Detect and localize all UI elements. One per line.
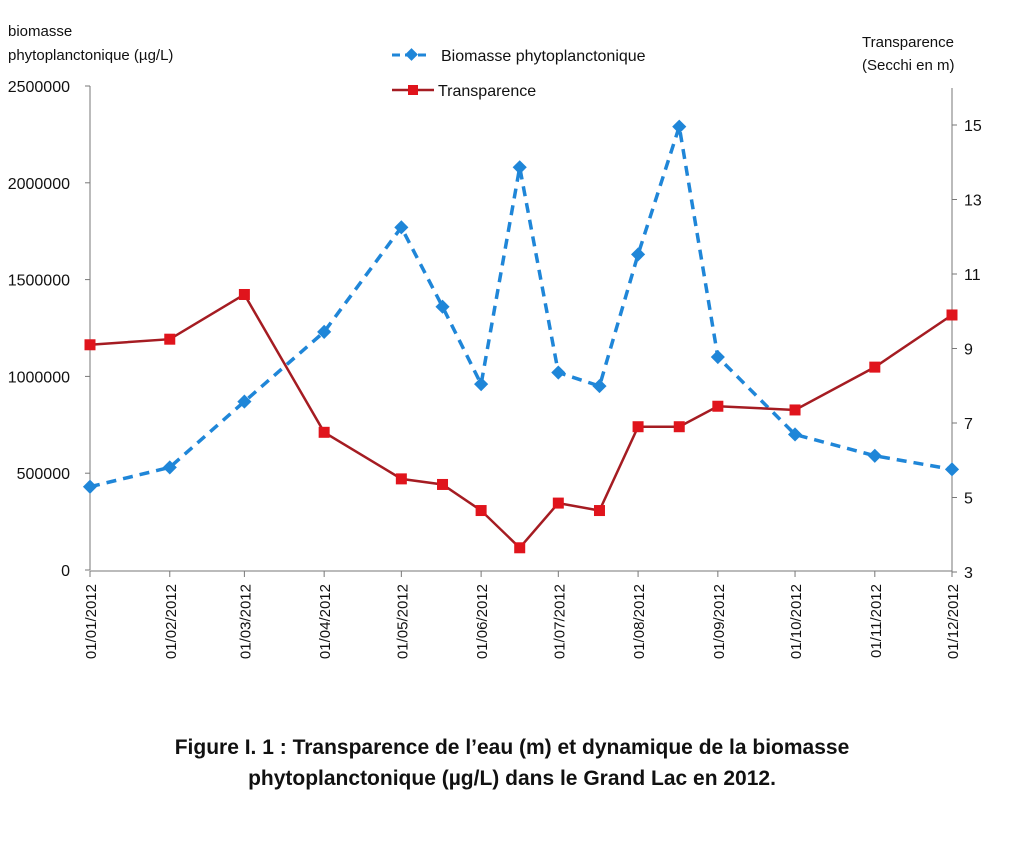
right-tick-label: 3 [964,565,973,582]
x-tick-label: 01/05/2012 [394,584,411,659]
caption-line2: phytoplanctonique (µg/L) dans le Grand L… [248,767,776,790]
legend: Biomasse phytoplanctonique Transparence [392,48,646,100]
legend-transparence-marker [408,85,418,95]
chart: biomasse phytoplanctonique (µg/L) Transp… [8,23,982,659]
biomasse-data-point [631,247,646,262]
x-tick-label: 01/04/2012 [317,584,334,659]
biomasse-data-point [435,299,450,314]
legend-biomasse-label: Biomasse phytoplanctonique [441,48,646,65]
transparence-series-line [89,292,953,550]
biomasse-data-point [82,479,98,494]
biomasse-data-point [710,349,725,365]
biomasse-data-point [237,394,252,409]
x-tick-label: 01/03/2012 [237,584,254,659]
right-tick-label: 11 [964,267,981,284]
left-tick-label: 1000000 [8,369,70,386]
transparence-data-point [84,339,96,351]
transparence-data-point [514,542,526,554]
biomasse-data-point [944,462,960,477]
x-tick-label: 01/02/2012 [163,584,180,659]
biomasse-data-point [512,160,527,175]
biomasse-data-point [551,365,566,380]
x-tick-label: 01/11/2012 [868,584,885,658]
x-tick-label: 01/08/2012 [631,584,648,659]
biomasse-data-point [162,460,177,475]
transparence-data-point [475,505,487,517]
biomasse-data-point [672,119,687,134]
left-tick-label: 0 [61,563,70,580]
transparence-data-point [318,426,330,438]
transparence-data-point [395,473,407,485]
right-tick-label: 5 [964,491,973,508]
x-tick-label: 01/12/2012 [945,584,962,659]
right-tick-label: 13 [964,193,982,210]
right-tick-label: 7 [964,416,973,433]
right-tick-label: 9 [964,342,973,359]
transparence-data-point [593,505,605,517]
transparence-data-point [632,421,644,433]
transparence-data-point [789,404,801,416]
caption-line1: Figure I. 1 : Transparence de l’eau (m) … [174,736,850,759]
transparence-data-point [869,361,881,373]
x-tick-label: 01/07/2012 [551,584,568,659]
left-tick-label: 2000000 [8,176,70,193]
biomasse-data-point [787,427,803,442]
biomasse-data-point [867,448,882,463]
transparence-data-point [164,333,176,345]
left-axis-title-line2: phytoplanctonique (µg/L) [8,47,173,64]
x-tick-label: 01/06/2012 [474,584,491,659]
legend-biomasse-marker [405,48,418,61]
left-tick-label: 2500000 [8,79,70,96]
transparence-data-point [437,478,449,490]
left-tick-label: 1500000 [8,273,70,290]
figure-caption: Figure I. 1 : Transparence de l’eau (m) … [0,732,1024,794]
right-axis-title-line1: Transparence [862,34,954,51]
x-tick-label: 01/09/2012 [711,584,728,659]
transparence-data-point [673,421,685,433]
right-tick-label: 15 [964,118,982,135]
biomasse-data-point [394,220,409,235]
biomasse-data-point [474,377,489,392]
transparence-data-point [552,497,564,509]
biomasse-data-point [317,324,332,339]
transparence-data-point [946,309,958,321]
right-axis-title-line2: (Secchi en m) [862,57,955,74]
left-axis-title-line1: biomasse [8,23,72,40]
transparence-data-point [712,400,724,412]
x-tick-label: 01/10/2012 [788,584,805,659]
biomasse-data-point [592,379,607,394]
transparence-data-point [238,288,250,300]
x-tick-label: 01/01/2012 [83,584,100,659]
legend-transparence-label: Transparence [438,83,536,100]
biomasse-series-line [89,126,953,489]
left-tick-label: 500000 [17,466,70,483]
